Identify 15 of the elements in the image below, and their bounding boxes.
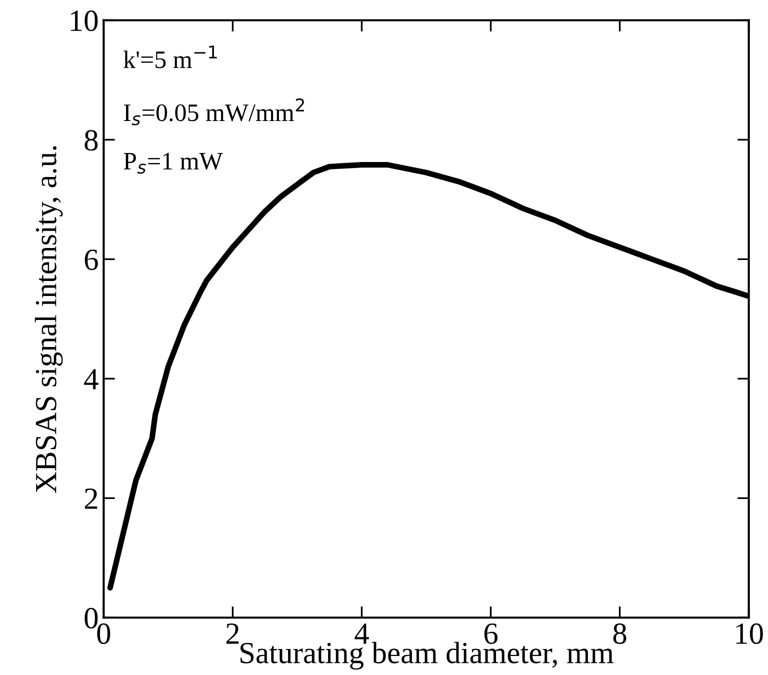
y-tick-label: 8 bbox=[84, 130, 98, 151]
annotation: P$_{s}$=1 mW bbox=[124, 152, 223, 174]
y-tick-label: 6 bbox=[84, 250, 98, 270]
x-tick-label: 10 bbox=[736, 623, 763, 644]
x-tick-label: 8 bbox=[613, 623, 626, 644]
annotation: k'=5 m$^{−1}$ bbox=[124, 46, 217, 68]
x-tick-label: 4 bbox=[354, 624, 369, 644]
annotation: I$_{s}$=0.05 mW/mm$^{2}$ bbox=[124, 98, 304, 126]
y-axis-title: XBSAS signal intensity, a.u. bbox=[34, 146, 63, 493]
y-tick-label: 10 bbox=[70, 10, 98, 32]
y-tick-label: 2 bbox=[84, 488, 98, 509]
y-tick-label: 0 bbox=[84, 608, 98, 629]
y-tick-label: 4 bbox=[84, 369, 98, 390]
x-tick-label: 2 bbox=[226, 623, 239, 644]
x-tick-label: 6 bbox=[484, 623, 498, 644]
